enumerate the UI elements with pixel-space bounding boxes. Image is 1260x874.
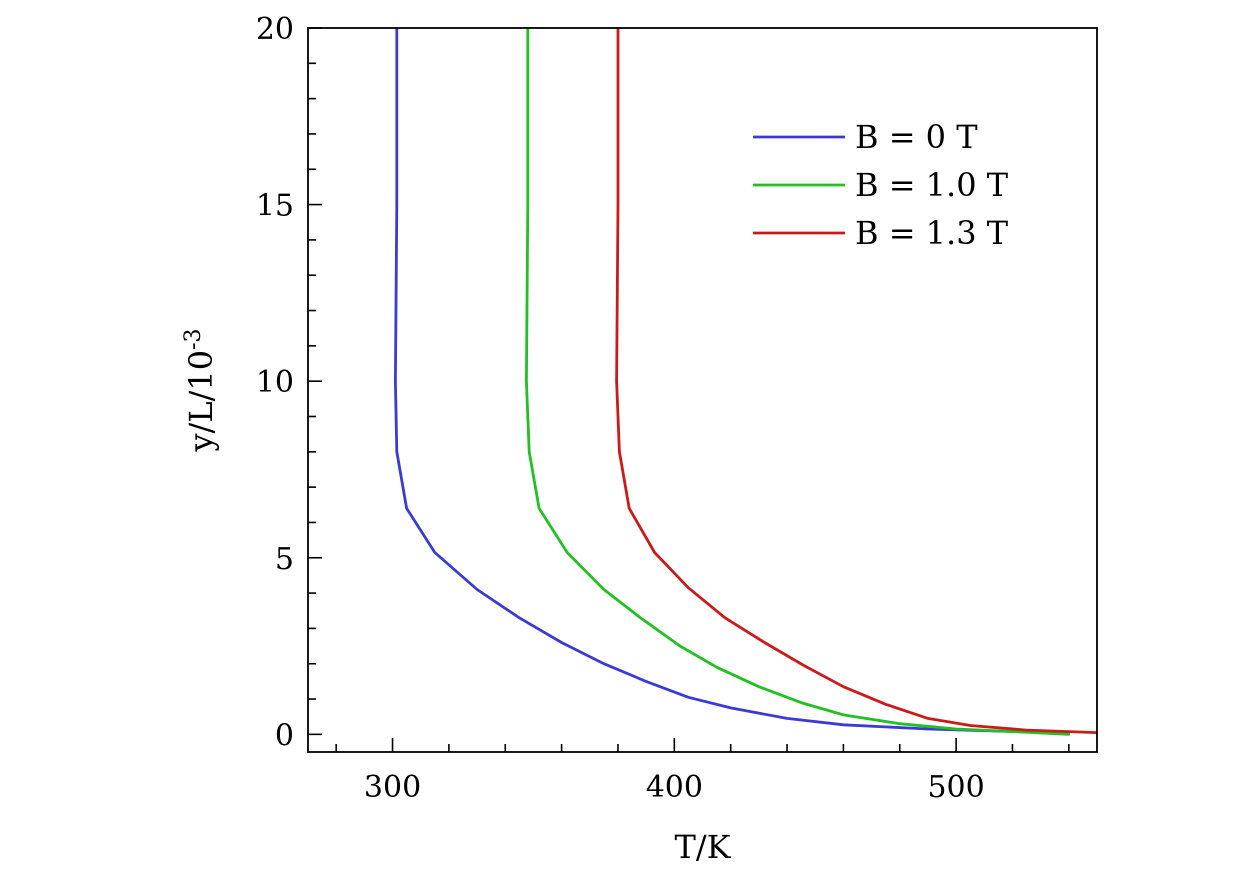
plot-area-frame xyxy=(307,27,1098,753)
series-line-1 xyxy=(394,28,1071,734)
series-layer xyxy=(394,28,1097,736)
legend: B = 0 T B = 1.0 T B = 1.3 T xyxy=(753,118,1009,252)
x-tick-label: 300 xyxy=(364,770,421,805)
y-tick-label: 0 xyxy=(275,718,294,753)
y-tick-label: 15 xyxy=(256,189,294,224)
x-tick-label: 500 xyxy=(927,770,984,805)
tick-labels-layer: 300 400 500 0 5 10 15 20 xyxy=(256,12,985,805)
ticks-layer xyxy=(308,27,1070,752)
legend-label-1: B = 0 T xyxy=(855,118,978,156)
x-tick-label: 400 xyxy=(646,770,703,805)
series-line-3 xyxy=(615,28,1097,734)
legend-label-2: B = 1.0 T xyxy=(855,166,1009,204)
y-tick-label: 5 xyxy=(275,542,294,577)
y-axis-label: y/L/10-3 xyxy=(181,328,221,452)
y-tick-label: 20 xyxy=(256,12,294,47)
series-line-2 xyxy=(525,28,1071,736)
y-tick-label: 10 xyxy=(256,365,294,400)
legend-label-3: B = 1.3 T xyxy=(855,214,1009,252)
x-axis-label: T/K xyxy=(674,828,731,866)
